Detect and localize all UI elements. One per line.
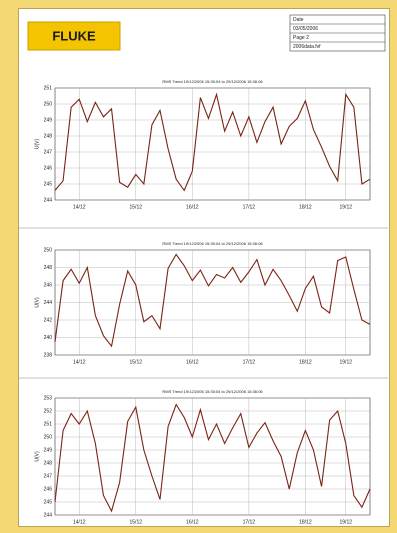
x-tick-label: 18/12	[299, 204, 312, 210]
chart-title: RMS Trend 19/12/2006 15:35:04 to 29/12/2…	[162, 79, 263, 84]
y-tick-label: 246	[44, 165, 53, 171]
x-tick-label: 17/12	[243, 519, 256, 525]
y-tick-label: 248	[44, 460, 53, 466]
x-tick-label: 16/12	[186, 359, 199, 365]
x-tick-label: 17/12	[243, 204, 256, 210]
y-tick-label: 247	[44, 149, 53, 155]
y-tick-label: 246	[44, 282, 53, 288]
x-tick-label: 18/12	[299, 359, 312, 365]
data-line	[54, 253, 371, 348]
x-tick-label: 19/12	[340, 519, 353, 525]
y-tick-label: 252	[44, 408, 53, 414]
y-tick-label: 250	[44, 434, 53, 440]
y-tick-label: 242	[44, 317, 53, 323]
y-tick-label: 248	[44, 133, 53, 139]
info-cell: 2006data.fvf	[293, 44, 321, 50]
info-cell: 03/05/2006	[293, 26, 318, 32]
logo: FLUKE	[52, 28, 96, 43]
y-tick-label: 238	[44, 352, 53, 358]
y-tick-label: 246	[44, 486, 53, 492]
y-tick-label: 245	[44, 499, 53, 505]
y-axis-label: U(V)	[34, 139, 40, 150]
y-tick-label: 249	[44, 447, 53, 453]
y-tick-label: 251	[44, 85, 53, 91]
x-tick-label: 14/12	[73, 359, 86, 365]
x-tick-label: 18/12	[299, 519, 312, 525]
logo-box	[27, 21, 121, 51]
chart-title: RMS Trend 19/12/2006 15:35:04 to 29/12/2…	[162, 389, 263, 394]
y-tick-label: 250	[44, 247, 53, 253]
x-tick-label: 14/12	[73, 519, 86, 525]
x-tick-label: 19/12	[340, 204, 353, 210]
x-tick-label: 16/12	[186, 519, 199, 525]
y-axis-label: U(V)	[34, 451, 40, 462]
data-line	[54, 403, 371, 513]
y-tick-label: 247	[44, 473, 53, 479]
y-tick-label: 244	[44, 512, 53, 518]
chart-title: RMS Trend 19/12/2006 15:35:04 to 29/12/2…	[162, 241, 263, 246]
y-tick-label: 253	[44, 395, 53, 401]
y-tick-label: 251	[44, 421, 53, 427]
x-tick-label: 17/12	[243, 359, 256, 365]
data-line	[54, 92, 371, 192]
y-tick-label: 249	[44, 117, 53, 123]
x-tick-label: 15/12	[130, 519, 143, 525]
x-tick-label: 14/12	[73, 204, 86, 210]
x-tick-label: 19/12	[340, 359, 353, 365]
info-cell: Date	[293, 17, 304, 23]
x-tick-label: 15/12	[130, 204, 143, 210]
x-tick-label: 15/12	[130, 359, 143, 365]
y-axis-label: U(V)	[34, 297, 40, 308]
plot-area	[54, 397, 371, 516]
x-tick-label: 16/12	[186, 204, 199, 210]
y-tick-label: 240	[44, 335, 53, 341]
y-tick-label: 245	[44, 181, 53, 187]
info-cell: Page 2	[293, 35, 309, 41]
y-tick-label: 244	[44, 300, 53, 306]
y-tick-label: 250	[44, 101, 53, 107]
y-tick-label: 244	[44, 197, 53, 203]
y-tick-label: 248	[44, 265, 53, 271]
